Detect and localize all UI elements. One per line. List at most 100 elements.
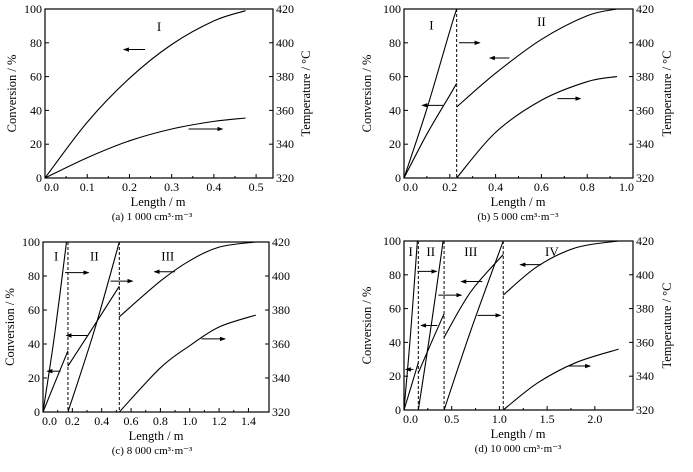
x-tick-label: 1.0: [182, 414, 197, 428]
y-tick-label: 100: [383, 234, 401, 248]
y2-tick-label: 320: [636, 403, 654, 417]
y-tick-label: 80: [30, 36, 42, 50]
y-tick-label: 20: [389, 137, 401, 151]
y-tick-label: 60: [389, 302, 401, 316]
x-tick-label: 0.2: [65, 414, 80, 428]
temperature-line: [443, 240, 504, 411]
y-tick-label: 60: [30, 70, 42, 84]
y-tick-label: 0: [36, 171, 42, 185]
y2-tick-label: 360: [636, 335, 654, 349]
y2-tick-label: 400: [636, 36, 654, 50]
x-tick-label: 0.8: [153, 414, 168, 428]
y2-tick-label: 320: [636, 171, 654, 185]
y2-tick-label: 340: [272, 371, 290, 385]
x-axis-title: Length / m: [129, 429, 184, 443]
panel-caption: (d) 10 000 cm³·m⁻³: [475, 443, 562, 455]
conversion-line: [403, 83, 458, 179]
plot-frame: [42, 241, 270, 413]
conversion-line: [403, 362, 419, 411]
temperature-line: [456, 76, 618, 179]
x-tick-label: 0.5: [444, 412, 459, 426]
y2-tick-label: 380: [636, 302, 654, 316]
plot-frame: [403, 240, 634, 411]
y2-tick-label: 380: [272, 303, 290, 317]
stage-label: I: [157, 19, 161, 34]
temperature-line: [403, 240, 418, 411]
y-tick-label: 0: [395, 171, 401, 185]
y-tick-label: 20: [389, 369, 401, 383]
panel-caption: (c) 8 000 cm³·m⁻³: [112, 445, 193, 457]
x-tick-label: 0.4: [94, 414, 109, 428]
chart-panel-c: 0.0 0.2 0.4 0.6 0.8 1.0 1.2 1.4 0 20 40 60 80 100 320 3…: [3, 235, 290, 457]
x-tick-label: 0.5: [249, 180, 264, 194]
chart-panel-a: 0.0 0.1 0.2 0.3 0.4 0.5 0 20 40 60 80 100 320 340 360 3…: [5, 2, 313, 223]
temperature-line: [403, 8, 458, 179]
y2-tick-label: 360: [272, 337, 290, 351]
y-tick-label: 40: [389, 335, 401, 349]
x-tick-label: 0.1: [80, 180, 95, 194]
stage-label: I: [429, 17, 433, 32]
y-tick-label: 100: [22, 235, 40, 249]
y2-tick-label: 320: [276, 171, 294, 185]
panel-caption: (b) 5 000 cm³·m⁻³: [477, 211, 559, 223]
stage-label: II: [426, 244, 435, 259]
chart-panel-b: 0.0 0.2 0.4 0.6 0.8 1.0 0 20 40 60 80 100 320 340 360 3…: [360, 2, 674, 223]
y2-tick-label: 400: [272, 269, 290, 283]
y-axis-title: Conversion / %: [360, 287, 374, 365]
y-tick-label: 0: [34, 405, 40, 419]
x-tick-label: 1.0: [492, 412, 507, 426]
plot-frame: [44, 8, 274, 179]
y-tick-label: 0: [395, 403, 401, 417]
conversion-line: [67, 285, 120, 367]
y2-tick-label: 340: [636, 137, 654, 151]
y-tick-label: 80: [389, 268, 401, 282]
y2-tick-label: 420: [276, 2, 294, 16]
y2-tick-label: 420: [272, 235, 290, 249]
temperature-line: [502, 348, 619, 411]
x-tick-label: 0.2: [122, 180, 137, 194]
stage-label: IV: [545, 244, 559, 259]
y-tick-label: 100: [24, 2, 42, 16]
y2-tick-label: 340: [276, 137, 294, 151]
x-tick-label: 1.5: [540, 412, 555, 426]
x-tick-label: 0.6: [534, 180, 549, 194]
y2-tick-label: 380: [636, 70, 654, 84]
y2-tick-label: 420: [636, 2, 654, 16]
x-tick-label: 0.8: [580, 180, 595, 194]
stage-label: III: [161, 249, 174, 264]
x-tick-label: 0.6: [124, 414, 139, 428]
stage-label: III: [464, 244, 477, 259]
temperature-line: [67, 241, 120, 413]
y2-axis-title: Temperature / °C: [660, 282, 674, 368]
temperature-line: [417, 240, 444, 411]
x-tick-label: 0.0: [403, 412, 418, 426]
temperature-line: [118, 314, 256, 413]
y-tick-label: 80: [28, 269, 40, 283]
x-tick-label: 2.0: [587, 412, 602, 426]
y2-tick-label: 400: [276, 36, 294, 50]
conversion-line: [417, 313, 445, 374]
x-tick-label: 1.2: [212, 414, 227, 428]
y-tick-label: 100: [383, 2, 401, 16]
x-tick-label: 1.4: [241, 414, 256, 428]
y-tick-label: 20: [28, 371, 40, 385]
y2-tick-label: 420: [636, 234, 654, 248]
temperature-line: [42, 241, 68, 413]
x-tick-label: 0.4: [206, 180, 221, 194]
y-tick-label: 40: [28, 337, 40, 351]
plot-frame: [403, 8, 634, 179]
y2-tick-label: 340: [636, 369, 654, 383]
stage-label: I: [409, 244, 413, 259]
y2-tick-label: 360: [276, 103, 294, 117]
y-axis-title: Conversion / %: [3, 288, 17, 366]
y-tick-label: 80: [389, 36, 401, 50]
stage-label: II: [90, 249, 99, 264]
y-axis-title: Conversion / %: [360, 55, 374, 133]
x-tick-label: 0.2: [442, 180, 457, 194]
x-tick-label: 1.0: [619, 180, 634, 194]
y-tick-label: 60: [389, 70, 401, 84]
y2-axis-title: Temperature / °C: [660, 50, 674, 136]
y2-axis-title: Temperature / °C: [299, 50, 313, 136]
conversion-line: [502, 240, 619, 296]
y-tick-label: 20: [30, 137, 42, 151]
